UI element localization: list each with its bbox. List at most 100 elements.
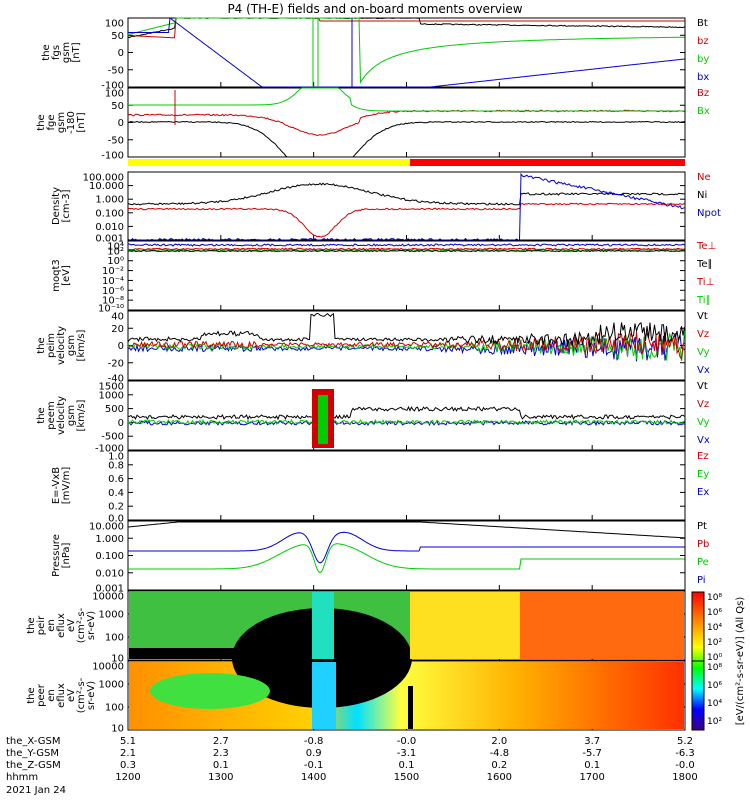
spectrogram-region xyxy=(520,592,684,659)
x-time-label: 1500 xyxy=(394,772,419,783)
date-label: 2021 Jan 24 xyxy=(6,785,66,796)
y-axis-label: [nT] xyxy=(76,112,87,132)
x-row-value: -5.7 xyxy=(582,748,602,759)
trace-vz xyxy=(127,331,685,361)
y-axis-label: the xyxy=(41,44,52,60)
y-tick-label: -50 xyxy=(108,65,124,76)
y-tick-label: 10⁻⁶ xyxy=(102,286,124,297)
spectrogram-region xyxy=(312,592,334,659)
y-tick-label: 0.001 xyxy=(95,234,124,245)
y-tick-label: 10⁻⁴ xyxy=(102,276,124,287)
trace-pi xyxy=(128,531,685,564)
trace-vy xyxy=(127,331,685,362)
x-time-label: 1700 xyxy=(579,772,604,783)
colorbar-tick: 10⁶ xyxy=(707,681,722,691)
spectrogram-region xyxy=(312,662,336,729)
y-axis-label: [mV/m] xyxy=(61,467,72,505)
colorbar-label: [eV/(cm²-s-sr-eV)] (All Qs) xyxy=(735,597,746,726)
y-tick-label: 1000 xyxy=(99,390,124,401)
legend-entry: Te∥ xyxy=(696,259,713,270)
y-tick-label: 10 xyxy=(111,654,124,665)
legend-entry: Bt xyxy=(697,18,708,29)
legend-entry: Vy xyxy=(697,417,710,428)
trace-vt xyxy=(127,312,685,348)
legend-entry: Vy xyxy=(697,347,710,358)
x-row-label: the_X-GSM xyxy=(6,736,60,747)
y-tick-label: -500 xyxy=(101,432,124,443)
x-row-value: 0.9 xyxy=(306,748,322,759)
legend-entry: Vz xyxy=(697,329,709,340)
y-axis-label: E=-VxB xyxy=(51,467,62,504)
y-axis-label: fge xyxy=(46,114,57,130)
spectrogram-region xyxy=(150,673,270,709)
y-axis-label: peim xyxy=(46,333,57,358)
y-tick-label: 0 xyxy=(118,341,124,352)
panel-10: 10000 1000 100 10 the peer en eflux eV (cm²-s-sr-… xyxy=(26,660,686,735)
trace-pt xyxy=(127,521,685,539)
mode-bar-slow xyxy=(128,159,410,166)
y-tick-label: -100 xyxy=(101,151,124,162)
trace-ne xyxy=(127,202,685,238)
y-tick-label: 10.000 xyxy=(89,522,124,533)
y-axis-label: gsm xyxy=(66,405,77,426)
legend-entry: Vt xyxy=(697,311,708,322)
y-axis-label: the xyxy=(26,617,37,633)
y-axis-label: velocity xyxy=(56,326,67,365)
y-tick-label: 0.010 xyxy=(95,222,124,233)
x-row-value: 2.7 xyxy=(213,736,229,747)
y-axis-label: peir xyxy=(36,615,47,635)
legend-entry: Npot xyxy=(697,208,721,219)
y-tick-label: 10 xyxy=(111,724,124,735)
y-tick-label: 10⁻⁸ xyxy=(102,296,124,307)
trace-bx xyxy=(128,17,685,88)
y-tick-label: 1.0 xyxy=(108,452,124,463)
trace-vy xyxy=(127,418,685,425)
panel-frame xyxy=(127,520,686,591)
y-tick-label: 10⁰ xyxy=(107,256,124,267)
legend-entry: Pt xyxy=(697,521,707,532)
x-row-value: 0.3 xyxy=(120,760,136,771)
trace-te xyxy=(127,247,685,251)
x-row-value: -0.0 xyxy=(675,760,695,771)
trace-bz xyxy=(127,109,685,137)
x-row-value: 0.1 xyxy=(584,760,600,771)
y-axis-label: peem xyxy=(46,401,57,429)
x-time-label: 1300 xyxy=(208,772,233,783)
legend-entry: Ti⊥ xyxy=(696,277,714,288)
y-tick-label: 0 xyxy=(118,118,124,129)
y-tick-label: 10² xyxy=(107,246,124,257)
y-tick-label: 0.6 xyxy=(108,474,124,485)
y-axis-label: the xyxy=(36,114,47,130)
x-row-value: 0.1 xyxy=(213,760,229,771)
x-row-value: -0.1 xyxy=(304,760,324,771)
trace-tell xyxy=(127,249,685,253)
y-tick-label: 0.2 xyxy=(108,502,124,513)
y-tick-label: -20 xyxy=(108,358,124,369)
y-tick-label: 0.4 xyxy=(108,488,124,499)
legend-entry: Bx xyxy=(697,106,710,117)
legend-entry: bx xyxy=(697,72,709,83)
y-axis-label: en xyxy=(46,689,57,702)
y-axis-label: gsm xyxy=(56,112,67,133)
x-row-value: 5.2 xyxy=(677,736,693,747)
y-axis-label: [nT] xyxy=(71,42,82,62)
y-tick-label: 100 xyxy=(105,19,124,30)
legend-entry: Bz xyxy=(697,88,709,99)
y-tick-label: 10⁻¹⁰ xyxy=(98,304,124,315)
y-tick-label: 0.0 xyxy=(108,514,124,525)
y-axis-label: [km/s] xyxy=(76,399,87,431)
y-axis-label: [nPa] xyxy=(61,542,72,568)
colorbar-tick: 10² xyxy=(707,717,722,727)
x-time-label: 1200 xyxy=(115,772,140,783)
legend-entry: Vt xyxy=(697,381,708,392)
y-tick-label: 20 xyxy=(111,324,124,335)
x-row-value: 0.2 xyxy=(491,760,507,771)
trace-bt xyxy=(127,120,685,158)
legend-entry: Ez xyxy=(697,451,709,462)
legend-entry: Ex xyxy=(697,487,709,498)
y-axis-label: peer xyxy=(36,683,47,707)
y-tick-label: 0 xyxy=(118,418,124,429)
y-tick-label: 100 xyxy=(105,89,124,100)
